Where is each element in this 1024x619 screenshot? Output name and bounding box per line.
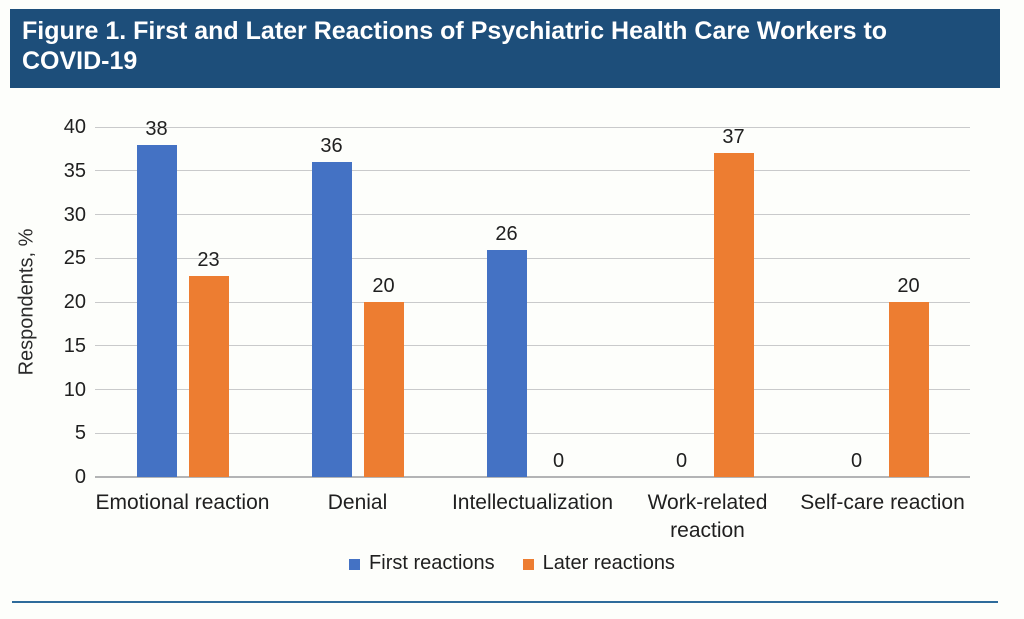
legend-swatch-later-reactions [522, 559, 534, 570]
bar-later-reactions [888, 302, 929, 477]
y-tick-label: 10 [63, 378, 86, 401]
y-tick-label: 25 [63, 247, 86, 270]
bar-value-label: 38 [145, 117, 168, 140]
x-category-label: Denial [327, 491, 388, 514]
bottom-divider [12, 601, 998, 603]
y-tick-label: 15 [63, 334, 86, 357]
gridline [95, 389, 970, 390]
gridline [95, 301, 970, 303]
bar-later-reactions [188, 275, 229, 477]
legend-item-first-reactions: First reactions [349, 552, 495, 575]
bar-later-reactions [363, 302, 404, 477]
legend-swatch-first-reactions [349, 559, 361, 570]
figure-title-line-2: COVID-19 [22, 47, 138, 75]
bar-value-label: 20 [372, 275, 395, 297]
gridline [95, 257, 970, 259]
x-axis-line [95, 476, 970, 478]
gridline [95, 126, 970, 128]
y-tick-label: 5 [74, 422, 86, 445]
figure-title-line-1: Figure 1. First and Later Reactions of P… [22, 17, 888, 45]
bar-value-label: 36 [320, 135, 343, 157]
legend-label: First reactions [369, 552, 495, 574]
bar-value-label: 37 [722, 126, 745, 149]
legend-item-later-reactions: Later reactions [522, 552, 675, 575]
bar-value-label: 26 [495, 222, 518, 245]
chart-legend: First reactions Later reactions [0, 552, 1024, 575]
x-category-label: Self-care reaction [800, 491, 965, 514]
gridline [95, 214, 970, 215]
y-axis-title: Respondents, % [15, 228, 38, 376]
bar-first-reactions [486, 249, 527, 477]
y-tick-label: 0 [74, 466, 86, 488]
bar-first-reactions [136, 144, 177, 477]
x-category-label: Emotional reaction [95, 491, 270, 514]
x-category-label: Intellectualization [451, 491, 614, 514]
gridline [95, 345, 970, 347]
y-tick-label: 35 [63, 159, 86, 182]
bar-value-label: 0 [675, 450, 688, 472]
bar-later-reactions [713, 153, 754, 477]
bar-value-label: 0 [552, 450, 565, 472]
bar-value-label: 0 [850, 450, 863, 472]
bar-value-label: 23 [197, 248, 220, 271]
bar-value-label: 20 [897, 275, 920, 297]
legend-label: Later reactions [542, 552, 675, 574]
gridline [95, 432, 970, 434]
gridline [95, 170, 970, 172]
y-tick-label: 20 [63, 291, 86, 313]
y-tick-label: 40 [63, 116, 86, 138]
figure-title-bar: Figure 1. First and Later Reactions of P… [10, 9, 1000, 88]
bar-first-reactions [311, 162, 352, 477]
y-tick-label: 30 [63, 203, 86, 226]
x-category-label: Work-related reaction [647, 491, 768, 542]
